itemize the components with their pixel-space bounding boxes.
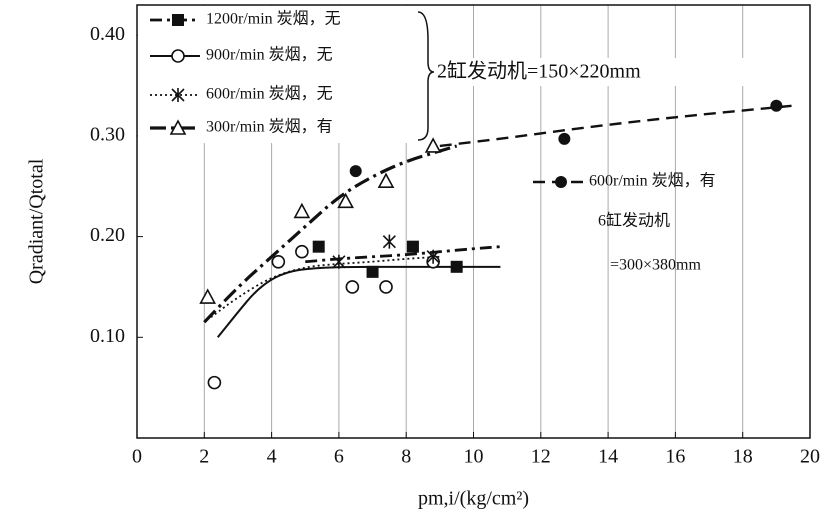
data-point xyxy=(377,172,395,189)
x-tick-label: 8 xyxy=(401,446,411,468)
x-tick-label: 2 xyxy=(199,446,209,468)
data-point xyxy=(293,202,311,219)
legend-label: 300r/min 炭烟，有 xyxy=(206,118,333,136)
x-tick-label: 16 xyxy=(665,446,685,468)
data-point xyxy=(426,249,440,264)
annotation: =300×380mm xyxy=(610,257,701,274)
curve xyxy=(216,265,501,338)
x-tick-label: 20 xyxy=(800,446,820,468)
y-tick-label: 0.10 xyxy=(90,325,125,347)
legend-box xyxy=(138,6,425,143)
curve xyxy=(439,104,794,148)
legend-marker xyxy=(171,49,185,63)
bracket xyxy=(417,11,435,141)
x-tick-label: 6 xyxy=(334,446,344,468)
x-tick-label: 18 xyxy=(733,446,753,468)
legend-marker xyxy=(171,88,185,102)
legend-marker xyxy=(555,176,567,188)
data-point xyxy=(424,137,442,153)
x-tick-label: 14 xyxy=(598,446,618,468)
annotation: 6缸发动机 xyxy=(598,211,670,230)
data-point xyxy=(379,280,393,294)
x-tick-label: 0 xyxy=(132,446,142,468)
x-axis-label: pm,i/(kg/cm²) xyxy=(418,488,529,510)
data-point xyxy=(312,240,325,253)
legend-label: 1200r/min 炭烟，无 xyxy=(206,10,341,28)
annotation-bg xyxy=(435,58,765,86)
legend-marker xyxy=(172,14,184,26)
x-tick-label: 4 xyxy=(267,446,277,468)
legend-label: 600r/min 炭烟，无 xyxy=(206,85,333,103)
data-point xyxy=(337,192,354,209)
y-tick-label: 0.30 xyxy=(90,124,125,146)
curve xyxy=(305,245,501,264)
data-point xyxy=(207,375,222,390)
data-point xyxy=(345,280,360,294)
curve xyxy=(210,255,440,318)
legend-marker xyxy=(169,119,187,135)
x-tick-label: 12 xyxy=(531,446,551,468)
data-point xyxy=(558,132,571,145)
annotation: 2缸发动机=150×220mm xyxy=(437,60,641,83)
data-point xyxy=(349,165,362,178)
y-axis-label: Qradiant/Qtotal xyxy=(26,158,48,284)
data-point xyxy=(332,254,346,269)
data-point xyxy=(382,234,396,249)
data-point xyxy=(770,99,783,112)
data-point xyxy=(295,244,309,259)
data-point xyxy=(406,240,419,253)
legend-label: 900r/min 炭烟，无 xyxy=(206,46,333,64)
data-point xyxy=(199,288,217,304)
y-tick-label: 0.20 xyxy=(90,224,125,246)
data-point xyxy=(366,265,379,278)
plot-frame xyxy=(136,4,811,439)
y-tick-label: 0.40 xyxy=(90,23,125,45)
x-tick-label: 10 xyxy=(464,446,484,468)
data-point xyxy=(271,254,286,269)
curve xyxy=(203,144,458,324)
legend-label: 600r/min 炭烟，有 xyxy=(589,172,716,190)
